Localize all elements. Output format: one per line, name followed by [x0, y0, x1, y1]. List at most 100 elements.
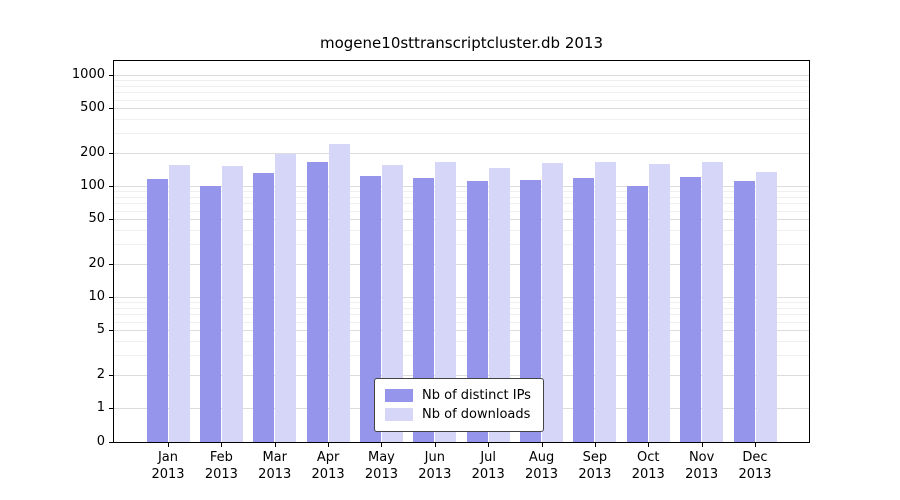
gridline	[114, 196, 809, 198]
x-tick-mark	[168, 443, 169, 447]
gridline	[114, 297, 809, 298]
bar-distinct-ips	[680, 176, 702, 442]
gridline	[114, 80, 809, 82]
y-tick-mark	[109, 219, 113, 221]
bar-distinct-ips	[466, 180, 488, 442]
bar-downloads	[221, 166, 243, 442]
gridline	[114, 244, 809, 246]
gridline	[114, 314, 809, 316]
gridline	[114, 355, 809, 357]
gridline	[114, 302, 809, 304]
bar-distinct-ips	[253, 173, 275, 442]
y-tick-mark	[109, 108, 113, 110]
y-tick-label: 200	[80, 144, 105, 160]
bar-downloads	[328, 143, 350, 442]
legend: Nb of distinct IPs Nb of downloads	[374, 378, 544, 432]
gridline	[114, 307, 809, 309]
y-tick-mark	[109, 297, 113, 298]
x-tick-mark	[701, 443, 703, 447]
chart-title: mogene10sttranscriptcluster.db 2013	[320, 34, 603, 52]
gridline	[114, 263, 809, 265]
legend-swatch-downloads	[385, 408, 413, 421]
bar-distinct-ips	[520, 179, 542, 442]
gridline	[114, 210, 809, 212]
bar-downloads	[702, 161, 724, 442]
y-tick-label: 500	[80, 100, 105, 116]
legend-item-downloads: Nb of downloads	[385, 405, 531, 424]
x-tick-mark	[434, 443, 436, 447]
bar-downloads	[542, 163, 564, 442]
bar-downloads	[275, 153, 297, 442]
x-tick-label: Aug 2013	[524, 450, 559, 482]
y-tick-label: 100	[80, 178, 105, 193]
y-tick-label: 1	[96, 400, 105, 415]
gridline	[114, 92, 809, 94]
bar-distinct-ips	[573, 177, 595, 442]
gridline	[114, 75, 809, 76]
bar-distinct-ips	[146, 179, 168, 442]
bar-distinct-ips	[413, 178, 435, 442]
gridline	[114, 341, 809, 343]
gridline	[114, 374, 809, 376]
x-tick-mark	[274, 443, 276, 447]
x-tick-mark	[755, 443, 756, 447]
gridline	[114, 108, 809, 110]
bar-distinct-ips	[359, 176, 381, 442]
x-tick-mark	[541, 443, 543, 447]
bar-downloads	[595, 161, 617, 442]
gridline	[114, 85, 809, 87]
y-tick-label: 10	[88, 289, 105, 304]
plot-area: Nb of distinct IPs Nb of downloads	[113, 60, 810, 443]
x-tick-label: Jun 2013	[418, 450, 452, 482]
gridline	[114, 191, 809, 193]
bar-distinct-ips	[733, 180, 755, 442]
gridline	[114, 203, 809, 205]
x-tick-label: Jul 2013	[471, 450, 505, 482]
bar-downloads	[168, 164, 190, 442]
y-tick-mark	[109, 186, 113, 187]
y-tick-mark	[109, 75, 113, 76]
gridline	[114, 99, 809, 101]
x-tick-label: Oct 2013	[631, 450, 665, 482]
y-tick-label: 0	[96, 434, 105, 449]
bar-distinct-ips	[199, 186, 221, 442]
x-tick-label: Nov 2013	[685, 450, 719, 482]
bar-downloads	[648, 163, 670, 442]
x-tick-label: Mar 2013	[258, 450, 292, 482]
gridline	[114, 133, 809, 135]
legend-item-distinct-ips: Nb of distinct IPs	[385, 386, 531, 405]
x-tick-label: Jan 2013	[151, 450, 185, 482]
y-tick-mark	[109, 152, 113, 154]
x-tick-mark	[328, 443, 330, 447]
y-tick-label: 20	[88, 255, 105, 271]
y-tick-label: 50	[88, 211, 105, 227]
bar-downloads	[435, 161, 457, 442]
x-tick-mark	[488, 443, 490, 447]
gridline	[114, 219, 809, 221]
legend-swatch-distinct-ips	[385, 389, 413, 402]
x-tick-mark	[594, 443, 596, 447]
y-tick-label: 5	[96, 322, 105, 338]
gridline	[114, 330, 809, 332]
x-tick-label: Apr 2013	[311, 450, 345, 482]
bar-downloads	[381, 164, 403, 442]
x-tick-label: May 2013	[364, 450, 398, 482]
x-tick-label: Dec 2013	[738, 450, 772, 482]
y-tick-label: 2	[96, 366, 105, 382]
y-tick-mark	[109, 442, 113, 443]
y-tick-mark	[109, 374, 113, 376]
x-tick-label: Sep 2013	[578, 450, 612, 482]
bar-downloads	[488, 168, 510, 442]
gridline	[114, 230, 809, 232]
y-tick-mark	[109, 408, 113, 409]
y-tick-mark	[109, 330, 113, 332]
x-tick-mark	[381, 443, 383, 447]
y-tick-label: 1000	[71, 67, 105, 82]
gridline	[114, 152, 809, 154]
y-tick-mark	[109, 263, 113, 265]
bar-distinct-ips	[306, 161, 328, 442]
gridline	[114, 321, 809, 323]
gridline	[114, 186, 809, 187]
x-tick-mark	[648, 443, 650, 447]
